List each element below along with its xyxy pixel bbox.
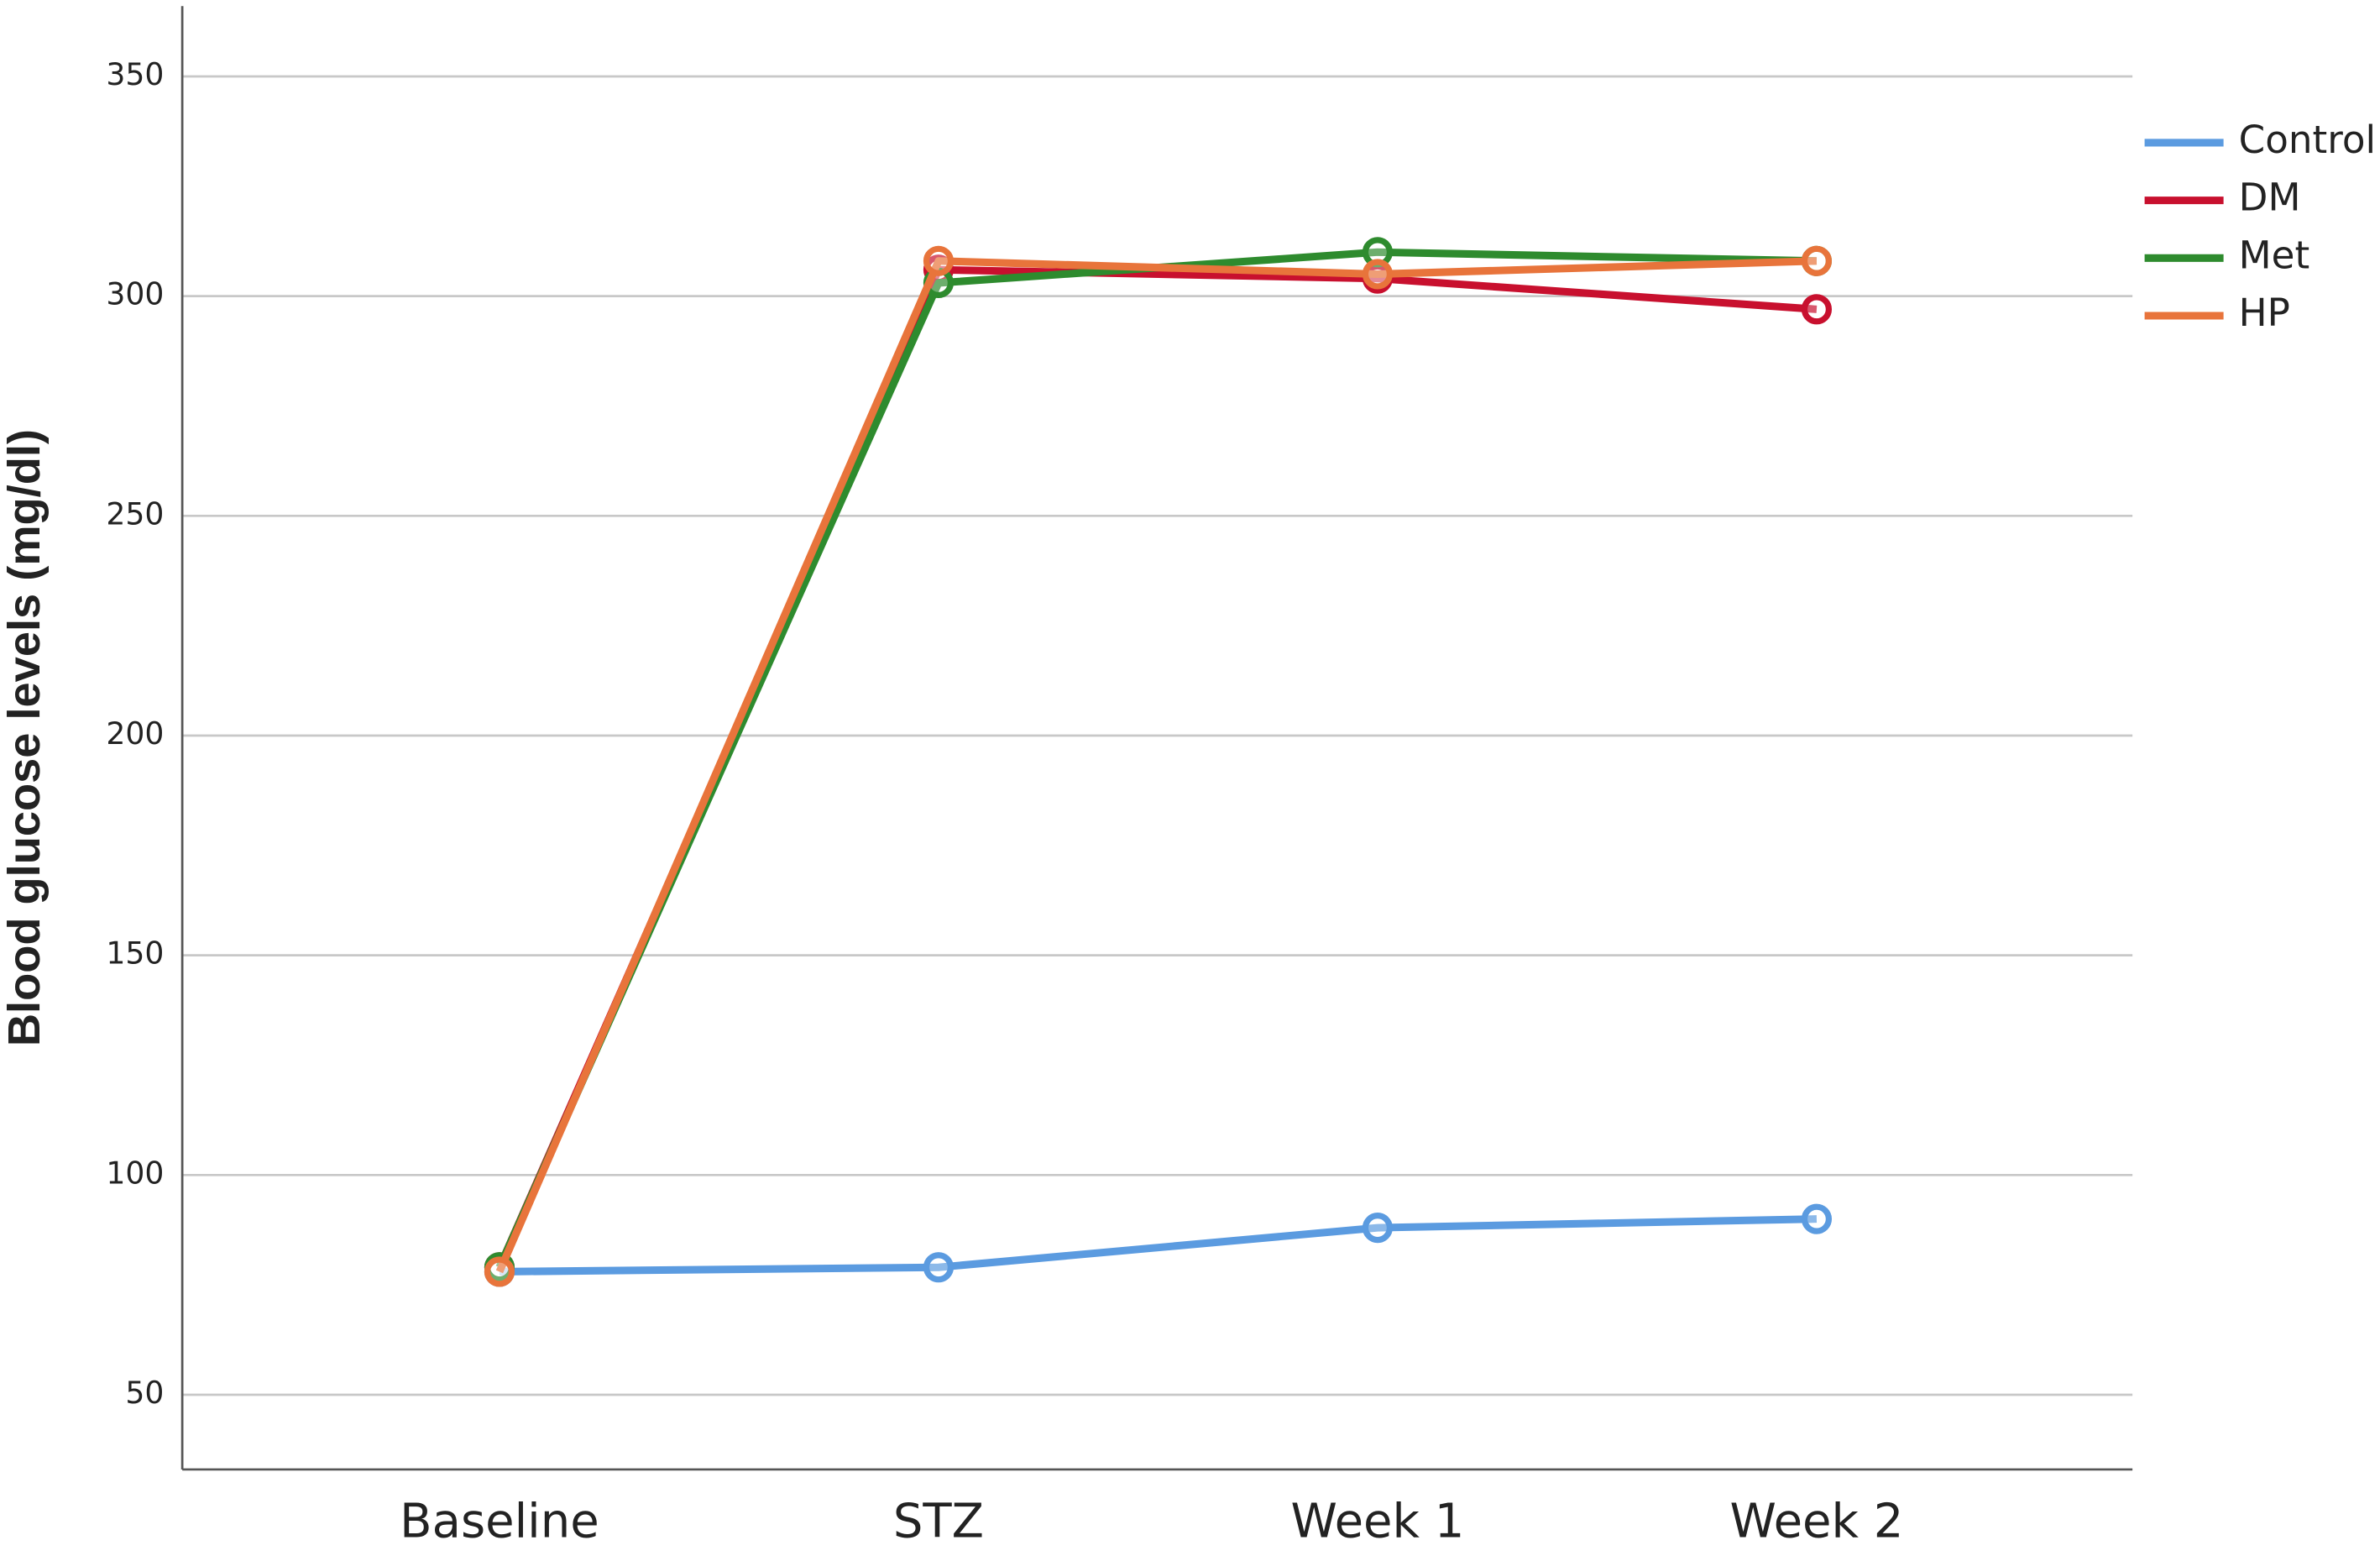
x-tick-label: Week 2 [1729, 1495, 1903, 1549]
y-tick-label: 350 [106, 56, 164, 92]
x-tick-label: Week 1 [1290, 1495, 1464, 1549]
data-point [484, 1256, 515, 1287]
y-axis-title: Blood glucose levels (mg/dl) [0, 429, 50, 1046]
data-point [1801, 1203, 1833, 1234]
series-line [495, 248, 1818, 1270]
series-line [499, 1215, 1818, 1276]
y-tick-label: 50 [125, 1375, 164, 1411]
legend-label: DM [2239, 176, 2301, 220]
y-tick-label: 250 [106, 495, 164, 532]
legend-label: Met [2239, 233, 2310, 277]
plot-area: 50 100 150 200 250 300 350 Baseline STZ Week 1 Wee… [106, 6, 2376, 1549]
data-point [1362, 1213, 1394, 1244]
x-tick-label: Baseline [400, 1495, 599, 1549]
data-point [923, 245, 955, 276]
series-line [495, 257, 1818, 1274]
y-tick-label: 150 [106, 935, 164, 972]
data-point [1801, 245, 1833, 276]
legend-label: HP [2239, 291, 2290, 335]
data-point [1362, 259, 1394, 290]
y-tick-label: 300 [106, 276, 164, 312]
y-tick-label: 200 [106, 715, 164, 752]
y-tick-label: 100 [106, 1155, 164, 1191]
data-point [1801, 294, 1833, 325]
x-tick-label: STZ [893, 1495, 984, 1549]
data-point [923, 1252, 955, 1283]
series-line [495, 265, 1818, 1270]
legend-label: Control [2239, 118, 2376, 162]
